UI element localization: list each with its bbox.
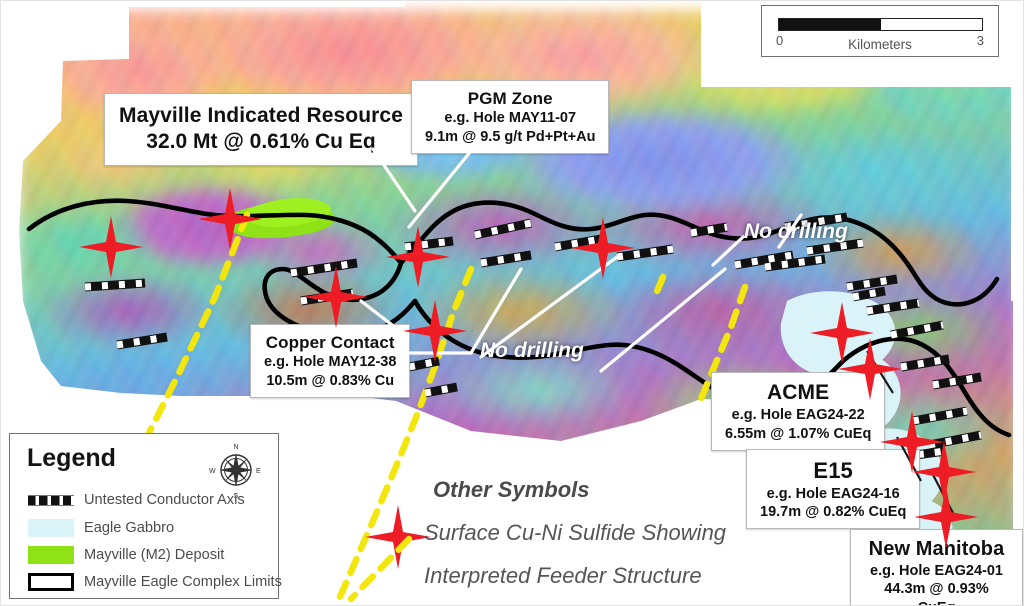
- mayville-deposit-swatch-icon: [28, 546, 74, 564]
- scale-bar-panel: 0 3 Kilometers: [761, 5, 999, 57]
- legend-item-untested-conductor-axis[interactable]: Untested Conductor Axis: [28, 492, 245, 508]
- callout-title: New Manitoba: [868, 538, 1005, 560]
- callout-e15[interactable]: E15 e.g. Hole EAG24-16 19.7m @ 0.82% CuE…: [746, 449, 921, 530]
- callout-line2: e.g. Hole EAG24-01: [870, 563, 1003, 580]
- callout-new-manitoba[interactable]: New Manitoba e.g. Hole EAG24-01 44.3m @ …: [850, 529, 1023, 605]
- other-symbols-title: Other Symbols: [433, 477, 590, 502]
- conductor-axis-swatch-icon: [28, 494, 74, 506]
- callout-line2: e.g. Hole MAY11-07: [444, 110, 577, 127]
- legend-title: Legend: [27, 444, 116, 472]
- callout-line2: 32.0 Mt @ 0.61% Cu Eq: [146, 130, 376, 154]
- callout-leader-lines: [359, 147, 803, 373]
- callout-title: E15: [813, 458, 853, 483]
- legend-item-label: Eagle Gabbro: [84, 520, 175, 536]
- other-symbols-feeder-icon: [347, 535, 413, 603]
- eagle-gabbro-swatch-icon: [28, 519, 74, 537]
- legend-panel: Legend N S W E Untested: [9, 433, 282, 599]
- scale-bar-track: [778, 18, 983, 31]
- other-symbols-star-icon: [365, 505, 431, 569]
- callout-line3: 10.5m @ 0.83% Cu: [266, 372, 395, 389]
- compass-e: E: [256, 468, 261, 475]
- scale-bar-unit-label: Kilometers: [848, 37, 912, 52]
- scale-bar-max-label: 3: [976, 33, 984, 48]
- other-symbols-item-surface-showing: Surface Cu-Ni Sulfide Showing: [424, 520, 727, 545]
- surface-cu-ni-sulfide-showings: [79, 188, 978, 548]
- legend-item-label: Mayville (M2) Deposit: [84, 547, 225, 563]
- callout-title: PGM Zone: [467, 89, 553, 108]
- other-symbols-item-feeder-structure: Interpreted Feeder Structure: [424, 563, 702, 588]
- compass-w: W: [209, 468, 216, 475]
- compass-n: N: [233, 444, 238, 451]
- complex-limits-swatch-icon: [28, 573, 74, 591]
- callout-title: ACME: [767, 381, 830, 404]
- callout-acme[interactable]: ACME e.g. Hole EAG24-22 6.55m @ 1.07% Cu…: [711, 372, 886, 451]
- callout-mayville-indicated-resource[interactable]: Mayville Indicated Resource 32.0 Mt @ 0.…: [104, 93, 418, 166]
- legend-item-label: Mayville Eagle Complex Limits: [84, 574, 282, 590]
- legend-item-mayville-m2-deposit[interactable]: Mayville (M2) Deposit: [28, 546, 224, 564]
- scale-bar-min-label: 0: [776, 33, 784, 48]
- legend-item-label: Untested Conductor Axis: [84, 492, 245, 508]
- callout-line2: e.g. Hole EAG24-22: [731, 407, 865, 424]
- callout-copper-contact[interactable]: Copper Contact e.g. Hole MAY12-38 10.5m …: [250, 324, 411, 398]
- label-no-drilling-north: No drilling: [744, 220, 848, 243]
- callout-line3: 9.1m @ 9.5 g/t Pd+Pt+Au: [425, 128, 596, 145]
- legend-item-eagle-gabbro[interactable]: Eagle Gabbro: [28, 519, 174, 537]
- callout-title: Copper Contact: [265, 333, 395, 352]
- label-no-drilling-central: No drilling: [480, 339, 584, 362]
- scale-bar-fill: [779, 19, 881, 30]
- compass-rose-icon: N S W E: [209, 444, 261, 500]
- callout-pgm-zone[interactable]: PGM Zone e.g. Hole MAY11-07 9.1m @ 9.5 g…: [411, 80, 610, 154]
- callout-title: Mayville Indicated Resource: [119, 104, 403, 127]
- callout-line3: 44.3m @ 0.93% CuEq: [884, 581, 989, 605]
- callout-line3: 6.55m @ 1.07% CuEq: [725, 425, 872, 442]
- legend-item-mayville-eagle-complex-limits[interactable]: Mayville Eagle Complex Limits: [28, 573, 282, 591]
- compass-s: S: [234, 493, 239, 500]
- callout-line2: e.g. Hole MAY12-38: [264, 354, 397, 371]
- callout-line3: 19.7m @ 0.82% CuEq: [760, 503, 907, 520]
- callout-line2: e.g. Hole EAG24-16: [766, 485, 900, 502]
